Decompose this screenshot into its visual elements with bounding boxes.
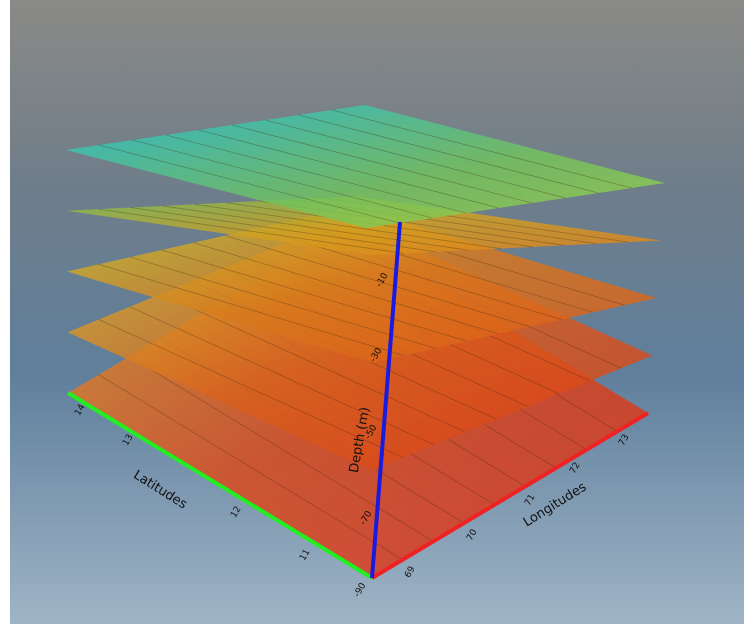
scene: Depth (m) Latitudes Longitudes -10-30-50…	[0, 0, 754, 624]
